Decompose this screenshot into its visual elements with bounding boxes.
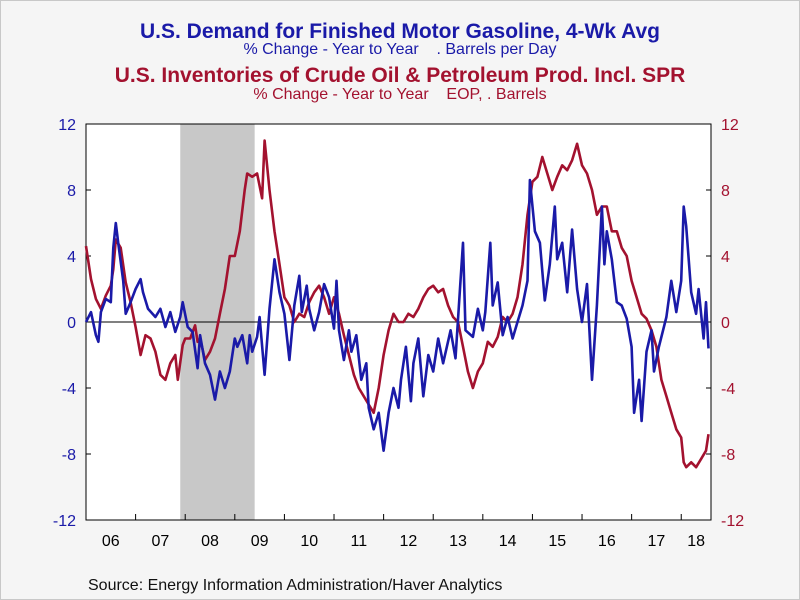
y-tick-label-right: -4	[721, 381, 735, 398]
y-tick-label-left: -12	[53, 513, 76, 530]
x-tick-label: 06	[102, 533, 120, 550]
x-tick-label: 10	[300, 533, 318, 550]
y-tick-label-left: 0	[67, 315, 76, 332]
x-tick-label: 09	[251, 533, 269, 550]
y-tick-label-right: -12	[721, 513, 744, 530]
y-tick-label-left: -4	[62, 381, 76, 398]
x-tick-label: 16	[598, 533, 616, 550]
y-tick-label-right: 12	[721, 117, 739, 134]
series2-title: U.S. Inventories of Crude Oil & Petroleu…	[114, 64, 686, 87]
x-tick-label: 13	[449, 533, 467, 550]
x-tick-label: 07	[152, 533, 170, 550]
series-line-1	[84, 178, 710, 452]
y-tick-label-left: 8	[67, 183, 76, 200]
x-tick-label: 17	[648, 533, 666, 550]
series1-subtitle: % Change - Year to Year . Barrels per Da…	[243, 41, 557, 58]
y-tick-label-right: 0	[721, 315, 730, 332]
series2-subtitle: % Change - Year to Year EOP, . Barrels	[253, 86, 547, 103]
y-tick-label-left: 12	[58, 117, 76, 134]
x-tick-label: 18	[687, 533, 705, 550]
x-tick-label: 11	[351, 533, 368, 550]
source-note: Source: Energy Information Administratio…	[88, 577, 503, 594]
x-tick-label: 08	[201, 533, 219, 550]
series-line-2	[84, 139, 710, 469]
y-tick-label-right: 4	[721, 249, 730, 266]
x-tick-label: 14	[499, 533, 517, 550]
y-tick-label-right: 8	[721, 183, 730, 200]
y-tick-label-left: 4	[67, 249, 76, 266]
y-tick-label-left: -8	[62, 447, 76, 464]
x-tick-label: 12	[400, 533, 418, 550]
x-tick-label: 15	[548, 533, 566, 550]
y-tick-label-right: -8	[721, 447, 735, 464]
series1-title: U.S. Demand for Finished Motor Gasoline,…	[140, 20, 660, 43]
